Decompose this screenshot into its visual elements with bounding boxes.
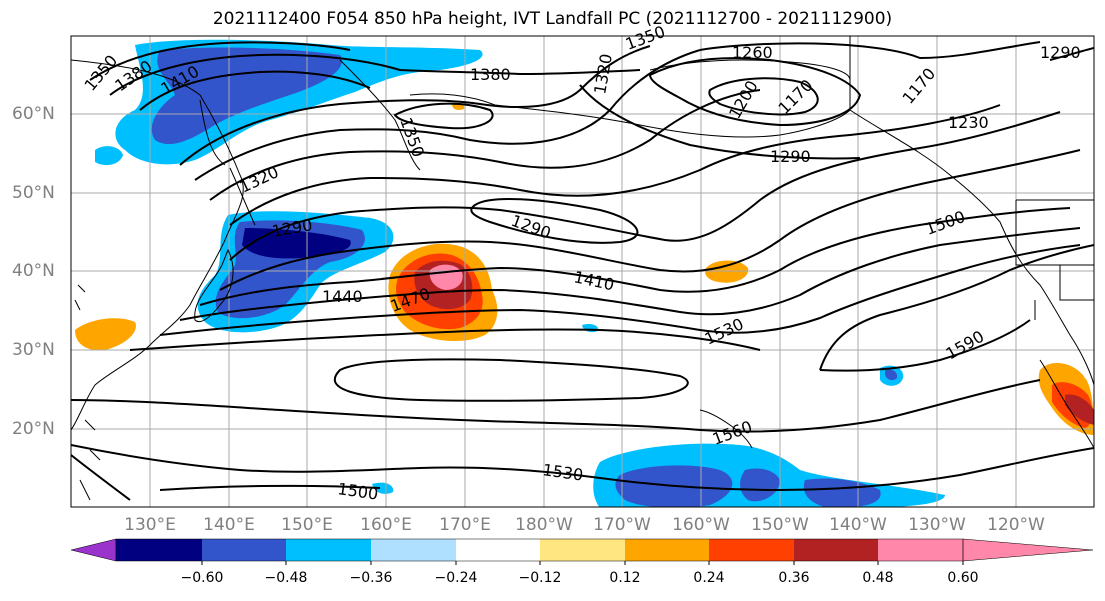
colorbar-tick-label: 0.24 <box>693 570 725 586</box>
colorbar-extend-low <box>70 538 117 562</box>
contour-label: 1260 <box>732 43 773 62</box>
colorbar-tick-label: −0.12 <box>518 570 562 586</box>
colorbar-tick-label: −0.60 <box>180 570 224 586</box>
lat-label: 20°N <box>12 419 55 439</box>
lat-lon-gridlines <box>71 36 1094 507</box>
colorbar-segment <box>202 539 286 561</box>
contour-label: 1380 <box>470 65 511 84</box>
colorbar-segment <box>709 539 794 561</box>
lon-label: 160°W <box>672 515 730 535</box>
colorbar-tick-label: 0.60 <box>947 570 979 586</box>
ivt-negative-shading <box>95 39 945 507</box>
lon-label: 130°E <box>124 515 176 535</box>
colorbar-segment <box>286 539 371 561</box>
colorbar-segment <box>878 539 963 561</box>
map-area <box>71 36 1094 507</box>
colorbar-segment <box>625 539 709 561</box>
lat-label: 40°N <box>12 261 55 281</box>
height-contours <box>71 41 1094 501</box>
colorbar-tick-label: 0.12 <box>609 570 641 586</box>
colorbar <box>70 538 1094 565</box>
colorbar-tick-label: 0.48 <box>862 570 894 586</box>
coastlines <box>71 36 1094 501</box>
lat-label: 50°N <box>12 183 55 203</box>
lon-label: 120°W <box>987 515 1045 535</box>
lon-label: 150°W <box>751 515 809 535</box>
contour-label: 1230 <box>948 113 989 132</box>
colorbar-tick-label: 0.36 <box>778 570 810 586</box>
colorbar-extend-high <box>962 538 1094 562</box>
map-frame <box>70 35 1095 508</box>
colorbar-segment <box>116 539 202 561</box>
lat-label: 60°N <box>12 104 55 124</box>
colorbar-tick-label: −0.48 <box>264 570 308 586</box>
lon-label: 170°W <box>593 515 651 535</box>
colorbar-tick-label: −0.36 <box>349 570 393 586</box>
map-title: 2021112400 F054 850 hPa height, IVT Land… <box>212 9 893 29</box>
colorbar-segment <box>456 539 540 561</box>
lon-label: 170°E <box>439 515 491 535</box>
colorbar-segment <box>540 539 625 561</box>
contour-label: 1440 <box>322 287 363 306</box>
lon-label: 140°E <box>203 515 255 535</box>
contour-label: 1290 <box>770 147 811 166</box>
colorbar-segment <box>794 539 878 561</box>
colorbar-segment <box>371 539 456 561</box>
colorbar-tick-label: −0.24 <box>434 570 478 586</box>
lon-label: 180°W <box>515 515 573 535</box>
colorbar-ticks <box>201 561 964 565</box>
contour-label: 1290 <box>1040 43 1081 62</box>
lon-label: 140°W <box>829 515 887 535</box>
lon-label: 150°E <box>281 515 333 535</box>
lon-label: 160°E <box>360 515 412 535</box>
lat-label: 30°N <box>12 340 55 360</box>
lon-label: 130°W <box>908 515 966 535</box>
